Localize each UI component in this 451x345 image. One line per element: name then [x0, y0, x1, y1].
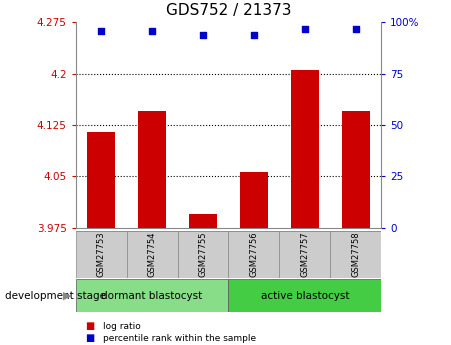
Text: GSM27758: GSM27758	[351, 231, 360, 277]
Title: GDS752 / 21373: GDS752 / 21373	[166, 3, 291, 19]
Text: GSM27757: GSM27757	[300, 231, 309, 277]
Point	[352, 26, 359, 31]
Text: GSM27755: GSM27755	[198, 232, 207, 277]
Text: GSM27754: GSM27754	[147, 232, 156, 277]
Bar	[178, 231, 228, 278]
Text: GSM27756: GSM27756	[249, 231, 258, 277]
Bar	[127, 231, 178, 278]
Bar	[279, 231, 330, 278]
Text: ■: ■	[85, 321, 94, 331]
Text: ▶: ▶	[63, 291, 71, 301]
Text: percentile rank within the sample: percentile rank within the sample	[103, 334, 256, 343]
Bar	[228, 279, 381, 312]
Bar	[228, 231, 279, 278]
Bar	[291, 70, 319, 228]
Bar	[189, 214, 217, 228]
Point	[148, 28, 156, 33]
Point	[199, 32, 207, 38]
Bar	[87, 132, 115, 228]
Text: active blastocyst: active blastocyst	[261, 291, 349, 301]
Text: dormant blastocyst: dormant blastocyst	[101, 291, 203, 301]
Bar	[76, 231, 127, 278]
Bar	[76, 279, 228, 312]
Point	[250, 32, 258, 38]
Bar	[138, 111, 166, 228]
Text: GSM27753: GSM27753	[97, 231, 106, 277]
Text: log ratio: log ratio	[103, 322, 141, 331]
Bar	[240, 171, 268, 228]
Text: development stage: development stage	[5, 291, 106, 301]
Point	[97, 28, 105, 33]
Text: ■: ■	[85, 333, 94, 343]
Point	[301, 26, 308, 31]
Bar	[330, 231, 381, 278]
Bar	[342, 111, 370, 228]
